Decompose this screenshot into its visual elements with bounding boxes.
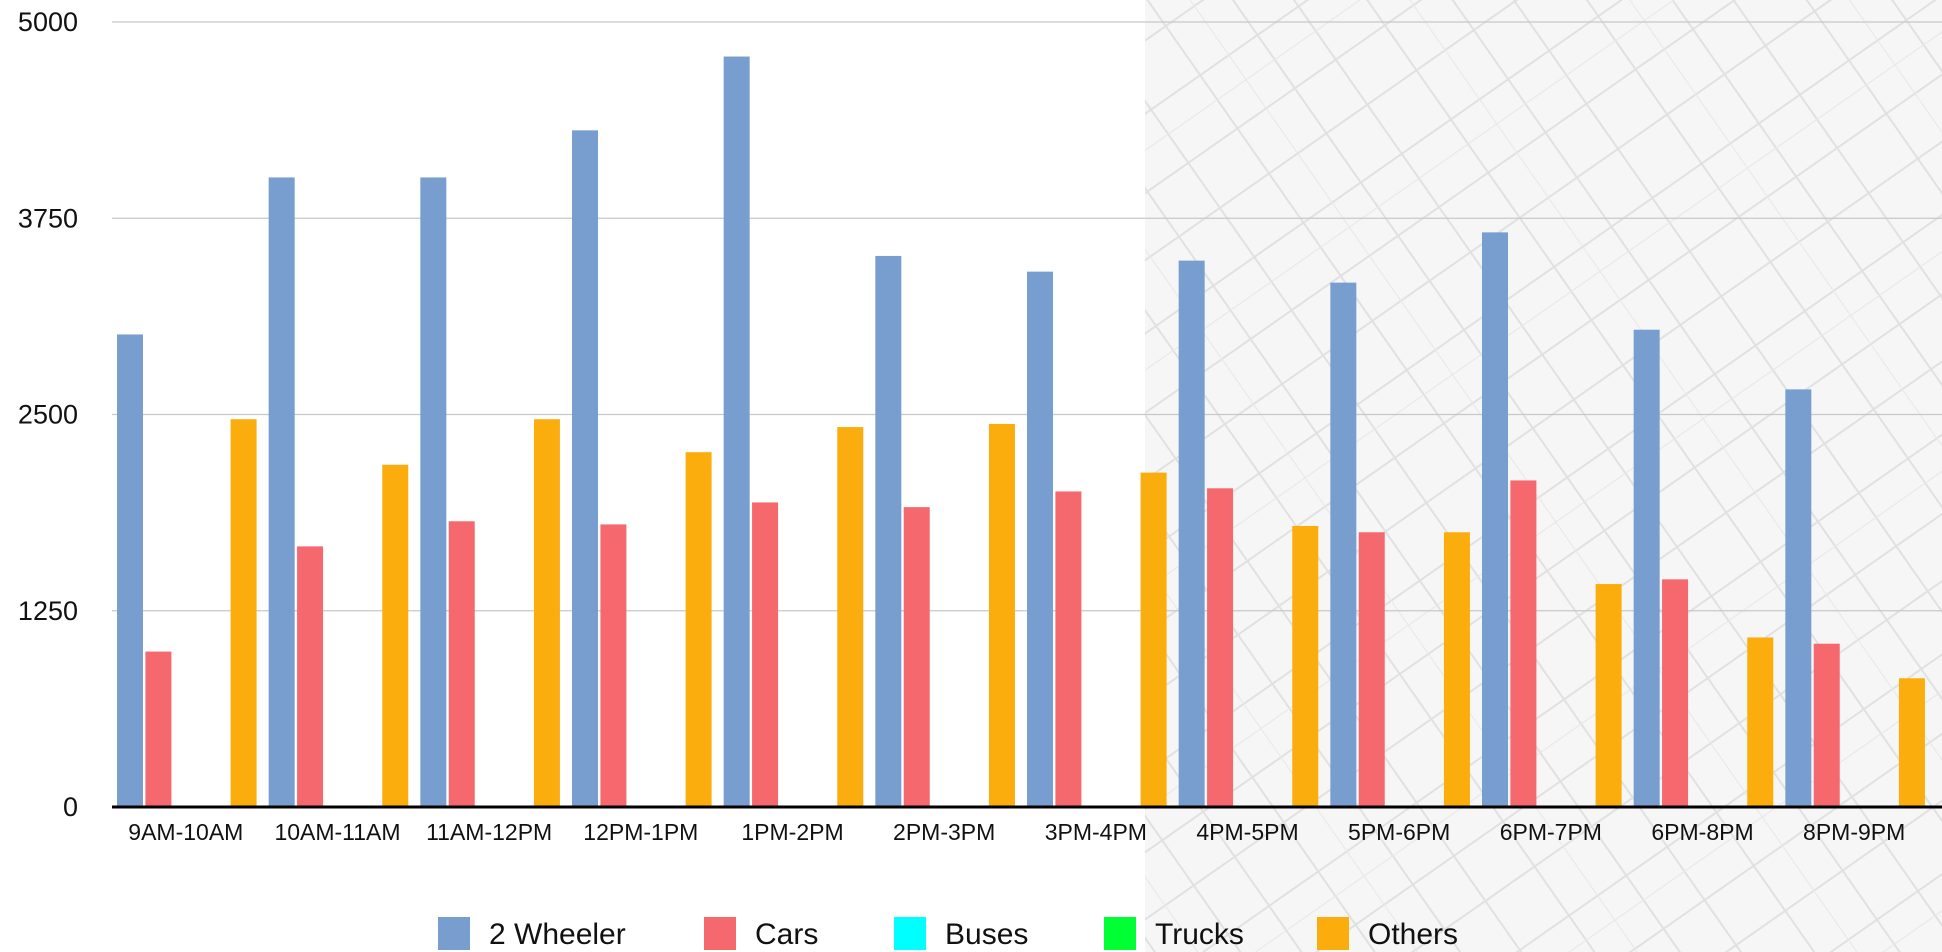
legend-swatch xyxy=(894,917,926,950)
bar-cars xyxy=(448,521,475,807)
bar-cars xyxy=(752,502,779,807)
bar-2-wheeler xyxy=(1785,389,1812,807)
bar-cars xyxy=(600,524,627,807)
bar-2-wheeler xyxy=(420,177,447,807)
bars xyxy=(117,56,1925,808)
y-axis-tick-labels: 0 1250 2500 3750 5000 xyxy=(18,7,78,822)
y-tick-label: 3750 xyxy=(18,203,78,233)
x-tick-label: 8PM-9PM xyxy=(1803,819,1905,845)
bar-2-wheeler xyxy=(268,177,295,807)
bar-cars xyxy=(903,507,930,807)
bar-others xyxy=(1292,525,1319,807)
bar-others xyxy=(1747,637,1774,807)
y-tick-label: 2500 xyxy=(18,400,78,430)
bar-2-wheeler xyxy=(1027,271,1053,807)
legend: 2 Wheeler Cars Buses Trucks Others xyxy=(438,917,1458,951)
x-tick-label: 6PM-8PM xyxy=(1651,819,1753,845)
bar-2-wheeler xyxy=(117,334,143,807)
bar-2-wheeler xyxy=(875,255,902,807)
legend-swatch xyxy=(1104,917,1136,950)
x-tick-label: 10AM-11AM xyxy=(274,819,400,845)
bar-2-wheeler xyxy=(1633,329,1660,807)
legend-label: Cars xyxy=(755,918,818,951)
bar-cars xyxy=(1510,480,1537,807)
bar-2-wheeler xyxy=(1482,232,1508,807)
map-background xyxy=(1145,0,1942,952)
y-tick-label: 5000 xyxy=(18,7,78,37)
bar-cars xyxy=(297,546,324,807)
bar-cars xyxy=(1055,491,1082,807)
x-tick-label: 3PM-4PM xyxy=(1045,819,1147,845)
bar-others xyxy=(1595,584,1622,807)
x-tick-label: 11AM-12PM xyxy=(426,819,552,845)
legend-label: Trucks xyxy=(1155,918,1244,951)
bar-others xyxy=(837,427,864,807)
legend-label: Buses xyxy=(945,918,1028,951)
bar-others xyxy=(1443,532,1470,807)
bar-others xyxy=(230,419,257,807)
x-tick-label: 6PM-7PM xyxy=(1500,819,1602,845)
bar-cars xyxy=(1358,532,1385,807)
x-tick-label: 1PM-2PM xyxy=(741,819,843,845)
bar-others xyxy=(533,419,560,807)
legend-label: 2 Wheeler xyxy=(489,918,626,951)
y-tick-label: 0 xyxy=(63,792,78,822)
bar-cars xyxy=(1662,579,1689,807)
bar-2-wheeler xyxy=(572,130,598,807)
bar-others xyxy=(382,464,409,807)
legend-swatch xyxy=(438,917,470,950)
x-tick-label: 4PM-5PM xyxy=(1196,819,1298,845)
bar-cars xyxy=(1813,643,1840,807)
bar-others xyxy=(988,423,1015,807)
bar-2-wheeler xyxy=(1178,260,1205,807)
bar-2-wheeler xyxy=(723,56,750,808)
x-tick-label: 5PM-6PM xyxy=(1348,819,1450,845)
bar-cars xyxy=(1207,488,1234,807)
y-tick-label: 1250 xyxy=(18,596,78,626)
x-axis-tick-labels: 9AM-10AM 10AM-11AM 11AM-12PM 12PM-1PM 1PM-2P… xyxy=(128,819,1905,845)
legend-swatch xyxy=(704,917,736,950)
x-tick-label: 9AM-10AM xyxy=(128,819,243,845)
legend-label: Others xyxy=(1368,918,1458,951)
bar-cars xyxy=(145,651,172,807)
bar-2-wheeler xyxy=(1330,282,1357,807)
x-tick-label: 2PM-3PM xyxy=(893,819,995,845)
bar-others xyxy=(1898,678,1925,807)
bar-others xyxy=(685,452,712,807)
x-tick-label: 12PM-1PM xyxy=(583,819,698,845)
bar-others xyxy=(1140,472,1167,807)
legend-swatch xyxy=(1317,917,1349,950)
